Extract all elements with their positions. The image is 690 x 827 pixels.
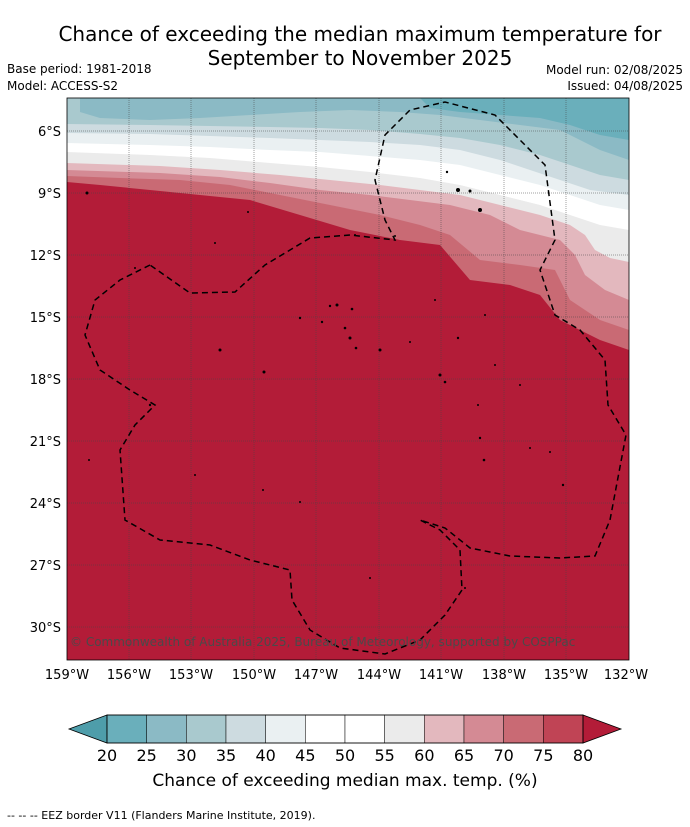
colorbar-cell — [305, 714, 346, 744]
colorbar-tick-label: 80 — [573, 746, 593, 765]
colorbar-min-arrow — [67, 714, 108, 744]
lon-label: 147°W — [294, 668, 338, 683]
gridlines — [67, 98, 629, 660]
colorbar-cell — [424, 714, 465, 744]
colorbar-cell — [186, 714, 227, 744]
colorbar: 20 25 30 35 40 45 50 55 60 65 70 75 80 — [67, 714, 623, 765]
colorbar-cell — [543, 714, 584, 744]
colorbar-tick-label: 65 — [454, 746, 474, 765]
model-name: Model: ACCESS-S2 — [7, 79, 119, 93]
lat-label: 12°S — [30, 249, 61, 264]
colorbar-cell — [384, 714, 425, 744]
lat-label: 6°S — [38, 125, 61, 140]
colorbar-tick-label: 70 — [493, 746, 513, 765]
colorbar-frame — [106, 714, 584, 744]
colorbar-tick-label: 45 — [295, 746, 315, 765]
model-run: Model run: 02/08/2025 — [545, 63, 683, 77]
lat-label: 18°S — [30, 373, 61, 388]
lon-label: 132°W — [604, 668, 648, 683]
title-line-1: Chance of exceeding the median maximum t… — [58, 22, 662, 46]
lat-label: 24°S — [30, 497, 61, 512]
latitude-axis: 6°S 9°S 12°S 15°S 18°S 21°S 24°S 27°S 30… — [30, 125, 61, 636]
islands — [85, 170, 565, 589]
colorbar-tick-label: 30 — [176, 746, 196, 765]
colorbar-max-arrow — [582, 714, 623, 744]
colorbar-tick-label: 60 — [414, 746, 434, 765]
title-line-2: September to November 2025 — [207, 46, 513, 70]
lat-label: 30°S — [30, 621, 61, 636]
colorbar-tick-label: 35 — [216, 746, 236, 765]
map-frame — [66, 97, 630, 661]
map-title: Chance of exceeding the median maximum t… — [40, 22, 680, 70]
colorbar-cell — [344, 714, 385, 744]
colorbar-tick-label: 55 — [374, 746, 394, 765]
lat-label: 9°S — [38, 187, 61, 202]
longitude-axis: 159°W 156°W 153°W 150°W 147°W 144°W 141°… — [45, 668, 648, 683]
colorbar-cell — [503, 714, 544, 744]
lon-label: 150°W — [232, 668, 276, 683]
copyright-notice: © Commonwealth of Australia 2025, Bureau… — [70, 635, 575, 649]
lon-label: 144°W — [357, 668, 401, 683]
colorbar-tick-label: 25 — [136, 746, 156, 765]
colorbar-title: Chance of exceeding median max. temp. (%… — [152, 771, 538, 791]
colorbar-tick-label: 50 — [335, 746, 355, 765]
colorbar-cell — [225, 714, 266, 744]
colorbar-cell — [463, 714, 504, 744]
colorbar-cell — [106, 714, 147, 744]
colorbar-tick-label: 75 — [533, 746, 553, 765]
lon-label: 159°W — [45, 668, 89, 683]
eez-legend: -- -- -- EEZ border V11 (Flanders Marine… — [7, 809, 316, 822]
colorbar-tick-label: 40 — [255, 746, 275, 765]
lon-label: 135°W — [544, 668, 588, 683]
lon-label: 156°W — [107, 668, 151, 683]
lon-label: 138°W — [482, 668, 526, 683]
lat-label: 21°S — [30, 435, 61, 450]
map-area[interactable] — [67, 98, 629, 660]
lon-label: 141°W — [419, 668, 463, 683]
eez-border — [84, 101, 627, 655]
colorbar-cell — [146, 714, 187, 744]
issued-date: Issued: 04/08/2025 — [567, 79, 683, 93]
lat-label: 15°S — [30, 311, 61, 326]
base-period: Base period: 1981-2018 — [7, 62, 152, 76]
colorbar-tick-label: 20 — [97, 746, 117, 765]
lat-label: 27°S — [30, 559, 61, 574]
lon-label: 153°W — [169, 668, 213, 683]
colorbar-cell — [265, 714, 306, 744]
